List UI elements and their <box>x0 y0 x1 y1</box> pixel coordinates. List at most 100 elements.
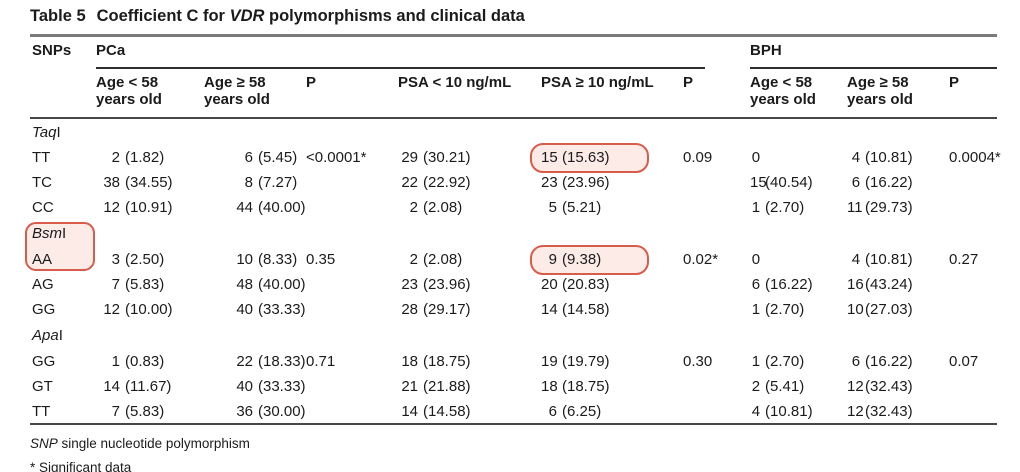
data-cell: 2 (2.08) <box>409 199 463 216</box>
footnote-abbr-term: SNP <box>30 436 58 451</box>
p-value-cell: 0.0004* <box>949 149 1001 166</box>
data-cell: 14 (11.67) <box>103 378 172 395</box>
p-value-cell: 0.02* <box>683 251 719 268</box>
gene-name-italic: Taq <box>32 123 57 141</box>
p-value-cell <box>306 399 398 424</box>
genotype-label: GG <box>32 301 56 318</box>
group-header-bph: BPH <box>750 36 998 69</box>
data-cell: 5 (5.21) <box>548 199 602 216</box>
data-cell: 6 (6.25) <box>548 402 602 420</box>
gene-name-italic: Bsm <box>32 225 62 242</box>
sub-header-row: Age < 58 years old Age ≥ 58 years old P PS… <box>30 69 998 119</box>
table-number: Table 5 <box>30 7 86 25</box>
title-gene-name: VDR <box>229 7 265 25</box>
p-value-cell <box>306 272 398 297</box>
data-cell: 6 (16.22) <box>851 353 913 370</box>
p-value-cell: 0.71 <box>306 353 336 370</box>
data-cell: 4 (10.81) <box>751 402 813 420</box>
p-value-cell <box>683 297 750 322</box>
row-bsmi-aa: AA 3 (2.50) 10 (8.33) 0.35 2 (2.08) 9 (9.38)… <box>30 244 997 275</box>
data-cell: 18 (18.75) <box>401 353 471 370</box>
data-cell: 28 (29.17) <box>401 301 471 318</box>
data-cell: 2 (1.82) <box>111 149 165 166</box>
row-apai-gt: GT 14 (11.67) 40 (33.33) 21 (21.88) 18 (18.7… <box>30 374 997 399</box>
p-value-cell <box>683 195 750 220</box>
data-cell: 36 (30.00) <box>236 402 306 420</box>
gene-label-taqi: TaqI <box>30 118 997 145</box>
footnote-abbr-definition: single nucleotide polymorphism <box>57 436 250 451</box>
data-cell: 40 (33.33) <box>236 378 306 395</box>
p-value-cell <box>306 170 398 195</box>
footnotes: SNP single nucleotide polymorphism * Sig… <box>30 436 997 472</box>
p-value-cell: 0.35 <box>306 251 336 268</box>
data-cell: 14 (14.58) <box>541 301 610 318</box>
group-header-row: SNPs PCa BPH <box>30 35 998 119</box>
col-header-snps: SNPs <box>30 35 96 119</box>
section-row-taqi: TaqI <box>30 118 997 145</box>
data-cell: 12(32.43) <box>847 402 913 420</box>
data-cell: 2 (5.41) <box>751 378 805 395</box>
gene-name-suffix: I <box>62 225 67 242</box>
genotype-label: CC <box>32 199 54 216</box>
p-value-cell <box>949 374 997 399</box>
p-value-cell <box>949 297 997 322</box>
data-cell: 15(40.54) <box>750 174 813 191</box>
p-value-cell: 0.07 <box>949 353 979 370</box>
footnote-significance: * Significant data <box>30 460 132 472</box>
highlighted-data-cell: 15 (15.63) <box>530 142 683 173</box>
col-header-bph-age-lt58: Age < 58 years old <box>750 69 848 119</box>
col-header-p-psa: P <box>683 69 751 119</box>
data-cell: 7 (5.83) <box>111 402 165 420</box>
title-text-post: polymorphisms and clinical data <box>264 7 525 25</box>
data-cell: 29 (30.21) <box>401 149 471 166</box>
highlighted-data-cell: 9 (9.38) <box>530 244 683 275</box>
p-value-cell <box>306 297 398 322</box>
data-cell: 4 (10.81) <box>851 149 913 166</box>
data-cell: 12(32.43) <box>847 378 913 395</box>
p-value-cell: 0.27 <box>949 251 979 268</box>
data-cell: 10 (8.33) <box>236 251 298 268</box>
gene-label-apai: ApaI <box>30 322 997 349</box>
data-cell: 20 (20.83) <box>541 276 610 293</box>
data-cell: 48 (40.00) <box>236 276 306 293</box>
data-cell: 22 (22.92) <box>401 174 471 191</box>
row-apai-tt: TT 7 (5.83) 36 (30.00) 14 (14.58) 6 (6.25) 4… <box>30 399 997 424</box>
data-cell: 7 (5.83) <box>111 276 165 293</box>
p-value-cell <box>683 374 750 399</box>
genotype-label: TT <box>32 402 51 420</box>
genotype-label: AG <box>32 276 54 293</box>
p-value-cell <box>306 374 398 399</box>
p-value-cell <box>683 399 750 424</box>
p-value-cell: 0.09 <box>683 149 713 166</box>
data-cell: 0 <box>751 251 761 268</box>
data-cell: 19 (19.79) <box>541 353 610 370</box>
data-cell: 44 (40.00) <box>236 199 306 216</box>
data-cell: 0 <box>751 149 761 166</box>
data-cell: 1 (2.70) <box>751 353 805 370</box>
row-bsmi-ag: AG 7 (5.83) 48 (40.00) 23 (23.96) 20 (20.83)… <box>30 272 997 297</box>
row-bsmi-gg: GG 12 (10.00) 40 (33.33) 28 (29.17) 14 (14.5… <box>30 297 997 322</box>
data-cell: 3 (2.50) <box>111 251 165 268</box>
genotype-label-highlighted: AA <box>32 251 53 268</box>
gene-name-suffix: I <box>58 327 63 344</box>
gene-name-italic: Apa <box>32 327 59 344</box>
data-cell: 1 (2.70) <box>751 199 805 216</box>
data-cell: 38 (34.55) <box>103 174 173 191</box>
col-header-psa-lt10: PSA < 10 ng/mL <box>398 69 541 119</box>
data-cell: 18 (18.75) <box>541 378 610 395</box>
data-cell: 1 (0.83) <box>111 353 165 370</box>
section-row-apai: ApaI <box>30 322 997 349</box>
table-container: Table 5 Coefficient C for VDR polymorphis… <box>25 0 1001 472</box>
col-header-bph-age-ge58: Age ≥ 58 years old <box>847 69 950 119</box>
data-cell: 6 (16.22) <box>851 174 913 191</box>
p-value-cell <box>949 195 997 220</box>
row-apai-gg: GG 1 (0.83) 22 (18.33) 0.71 18 (18.75) 19 (1… <box>30 349 997 374</box>
data-cell: 12 (10.00) <box>103 301 173 318</box>
data-cell: 1 (2.70) <box>751 301 805 318</box>
p-value-cell: <0.0001* <box>306 149 367 166</box>
row-taqi-tc: TC 38 (34.55) 8 (7.27) 22 (22.92) 23 (23.96)… <box>30 170 997 195</box>
genotype-label: TT <box>32 149 51 166</box>
p-value-cell <box>949 399 997 424</box>
footnote-abbreviation: SNP single nucleotide polymorphism <box>30 436 997 451</box>
